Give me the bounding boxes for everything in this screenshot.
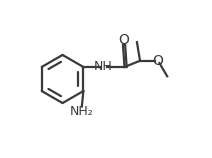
Text: NH₂: NH₂	[70, 106, 94, 118]
Text: O: O	[119, 33, 130, 47]
Text: O: O	[152, 54, 163, 68]
Text: NH: NH	[94, 61, 113, 73]
